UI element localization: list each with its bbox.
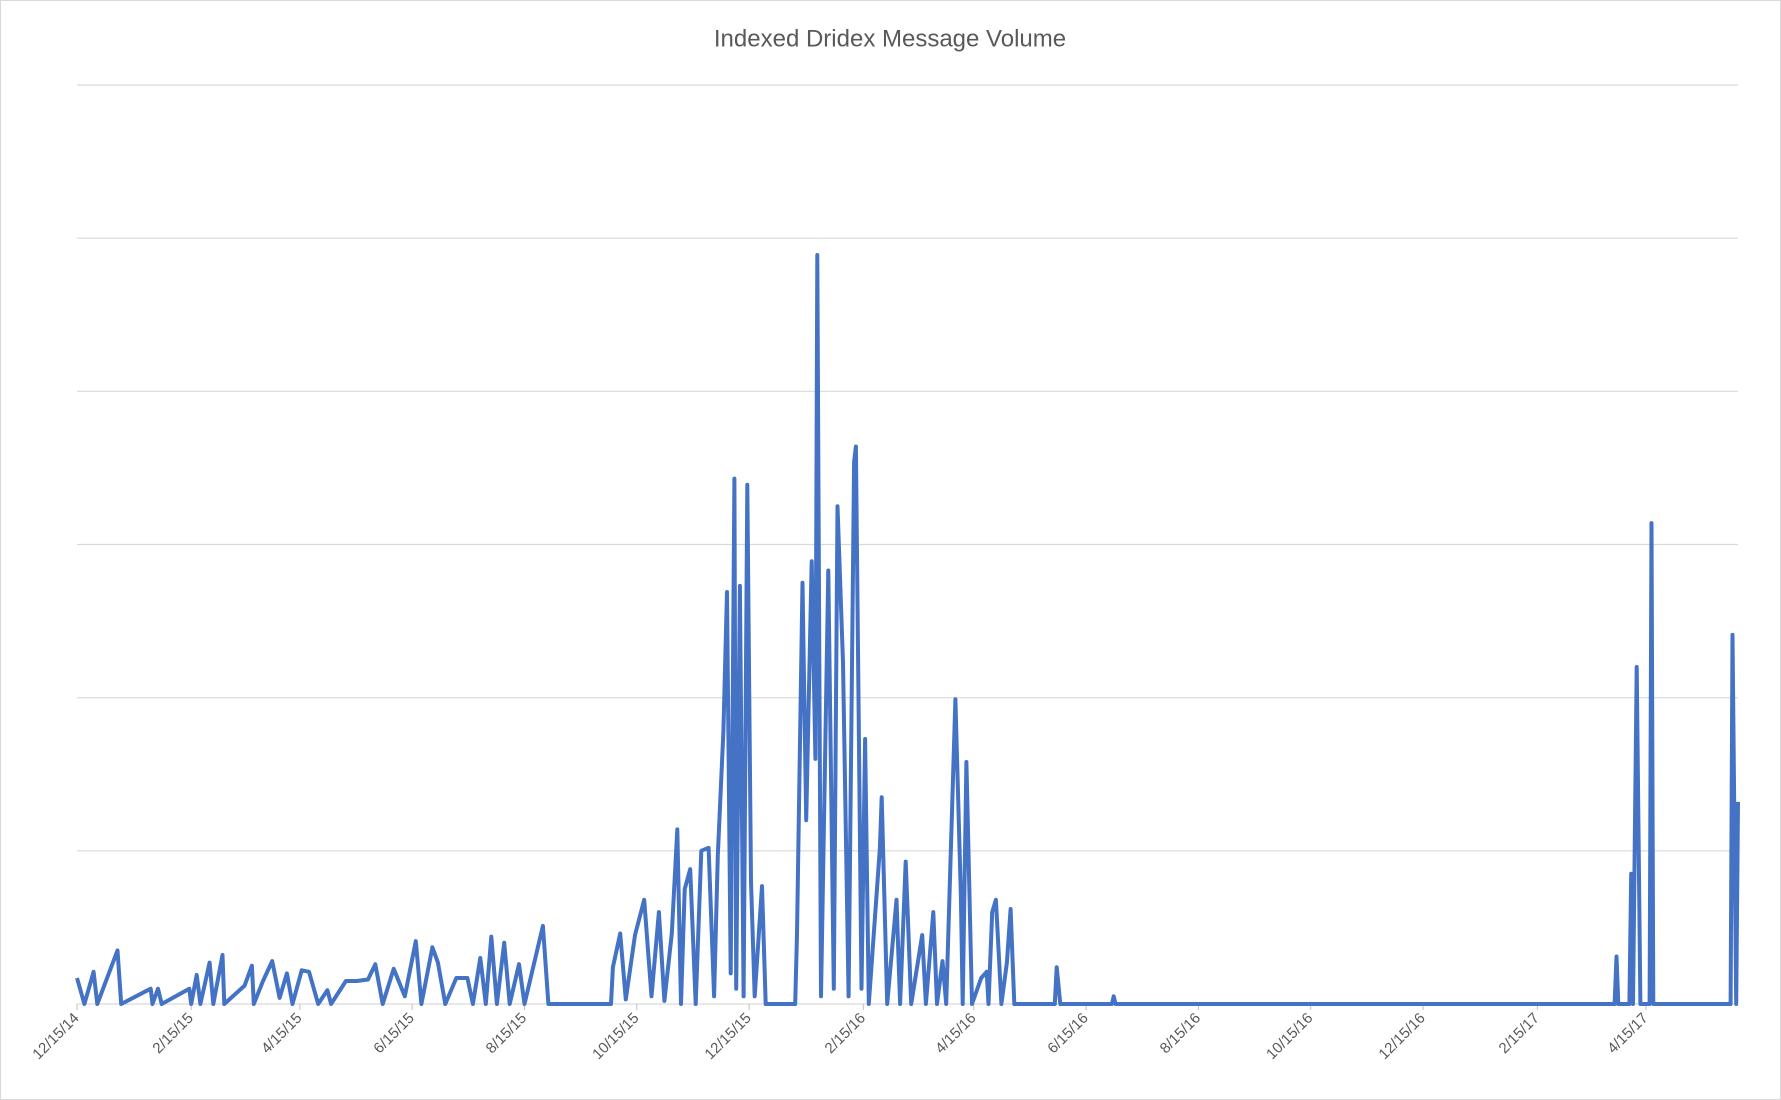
chart-title: Indexed Dridex Message Volume (714, 25, 1066, 52)
data-line (75, 253, 1740, 1006)
